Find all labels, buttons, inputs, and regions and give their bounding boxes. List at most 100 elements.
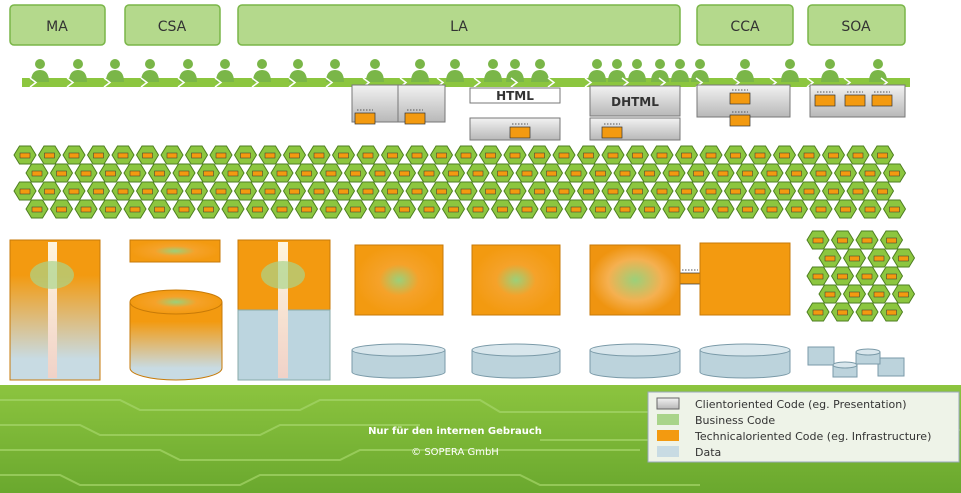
data-box — [878, 358, 904, 376]
hex-icon — [731, 189, 741, 194]
hex-icon — [69, 189, 79, 194]
glow — [261, 261, 305, 289]
person-body — [446, 70, 464, 82]
hex-icon — [862, 274, 872, 279]
hex-icon — [216, 153, 226, 158]
hex-icon — [130, 171, 140, 176]
hex-icon — [838, 274, 848, 279]
hex-icon — [388, 153, 398, 158]
hex-icon — [559, 153, 569, 158]
component — [872, 95, 892, 106]
hex-icon — [850, 256, 860, 261]
hex-icon — [694, 171, 704, 176]
hex-icon — [841, 207, 851, 212]
hex-icon — [351, 171, 361, 176]
hex-icon — [118, 189, 128, 194]
legend-label: Technicaloriented Code (eg. Infrastructu… — [694, 430, 931, 443]
hex-icon — [118, 153, 128, 158]
section-label: CSA — [158, 19, 187, 35]
person-head — [450, 59, 460, 69]
hex-icon — [290, 153, 300, 158]
legend-swatch — [657, 446, 679, 457]
glow — [30, 261, 74, 289]
hex-icon — [228, 171, 238, 176]
hex-icon — [424, 171, 434, 176]
component — [680, 273, 700, 284]
legend-label: Clientoriented Code (eg. Presentation) — [695, 398, 907, 411]
hex-icon — [878, 189, 888, 194]
hex-icon — [694, 207, 704, 212]
hex-icon — [874, 292, 884, 297]
person-head — [655, 59, 665, 69]
hex-icon — [780, 189, 790, 194]
person-head — [415, 59, 425, 69]
person-body — [69, 70, 87, 82]
hex-icon — [192, 189, 202, 194]
hex-icon — [437, 153, 447, 158]
presentation-layer — [352, 85, 905, 140]
person-body — [484, 70, 502, 82]
hex-icon — [302, 207, 312, 212]
hex-icon — [179, 207, 189, 212]
hex-icon — [780, 153, 790, 158]
infra-box — [700, 243, 790, 315]
person-head — [510, 59, 520, 69]
component — [730, 93, 750, 104]
person-body — [671, 70, 689, 82]
hex-icon — [862, 310, 872, 315]
hex-icon — [706, 153, 716, 158]
legend-swatch — [657, 398, 679, 409]
hex-icon — [45, 153, 55, 158]
hex-icon — [522, 171, 532, 176]
hex-icon — [829, 189, 839, 194]
data-cylinder-top — [833, 362, 857, 368]
hex-icon — [633, 153, 643, 158]
hex-icon — [743, 207, 753, 212]
person-body — [531, 70, 549, 82]
hex-icon — [290, 189, 300, 194]
component — [730, 115, 750, 126]
person-head — [73, 59, 83, 69]
hex-icon — [204, 207, 214, 212]
hex-icon — [81, 171, 91, 176]
hex-icon — [792, 207, 802, 212]
hex-icon — [731, 153, 741, 158]
hex-icon — [400, 171, 410, 176]
hex-icon — [143, 189, 153, 194]
hex-icon — [461, 153, 471, 158]
person-body — [628, 70, 646, 82]
hex-icon — [314, 189, 324, 194]
person-head — [785, 59, 795, 69]
hex-icon — [498, 207, 508, 212]
infra-box — [472, 245, 560, 315]
data-cylinder-top — [700, 344, 790, 356]
person-head — [110, 59, 120, 69]
hex-icon — [829, 153, 839, 158]
person-head — [220, 59, 230, 69]
hex-icon — [265, 153, 275, 158]
hex-icon — [878, 153, 888, 158]
html-label: HTML — [496, 89, 534, 103]
person-body — [588, 70, 606, 82]
hex-icon — [20, 153, 30, 158]
hex-icon — [633, 189, 643, 194]
data-cylinder-top — [856, 349, 880, 355]
component — [845, 95, 865, 106]
person-body — [608, 70, 626, 82]
hex-icon — [743, 171, 753, 176]
person-body — [651, 70, 669, 82]
hex-icon — [571, 207, 581, 212]
hex-icon — [326, 207, 336, 212]
hex-icon — [363, 189, 373, 194]
data-stores — [352, 344, 904, 378]
hex-icon — [559, 189, 569, 194]
hex-icon — [253, 207, 263, 212]
person-head — [370, 59, 380, 69]
person-head — [695, 59, 705, 69]
person-head — [592, 59, 602, 69]
diagram: MA CSA LA CCA SOA HTML DHTML — [0, 0, 961, 493]
hex-icon — [669, 207, 679, 212]
hex-icon — [253, 171, 263, 176]
person-body — [366, 70, 384, 82]
dhtml-label: DHTML — [611, 95, 659, 109]
